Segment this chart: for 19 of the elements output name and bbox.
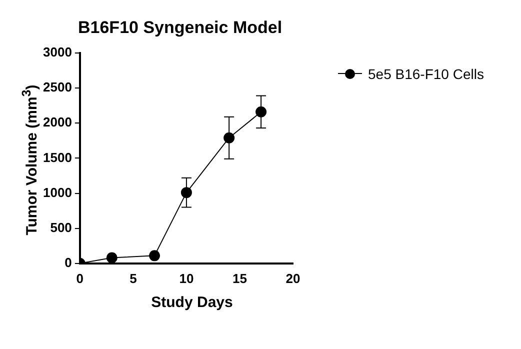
y-tick-label: 500 [50,220,72,235]
point [256,106,267,118]
y-tick-label: 0 [64,254,72,270]
chart-title: B16F10 Syngeneic Model [78,18,282,38]
y-tick-label: 1500 [43,150,72,165]
x-tick-label: 20 [286,270,300,286]
x-tick-label: 15 [232,270,247,286]
y-tick-label: 1000 [43,184,72,200]
y-tick-label: 2000 [43,114,72,130]
point [180,187,192,198]
point [149,250,160,262]
point [106,252,118,264]
x-axis-title: Study Days [151,294,233,311]
y-tick-label: 3000 [43,44,72,60]
x-tick-label: 0 [76,270,84,286]
legend-label: 5e5 B16-F10 Cells [368,66,484,82]
x-tick-label: 10 [179,270,194,286]
y-tick-label: 2500 [43,80,72,95]
x-tick-label: 5 [130,270,137,286]
